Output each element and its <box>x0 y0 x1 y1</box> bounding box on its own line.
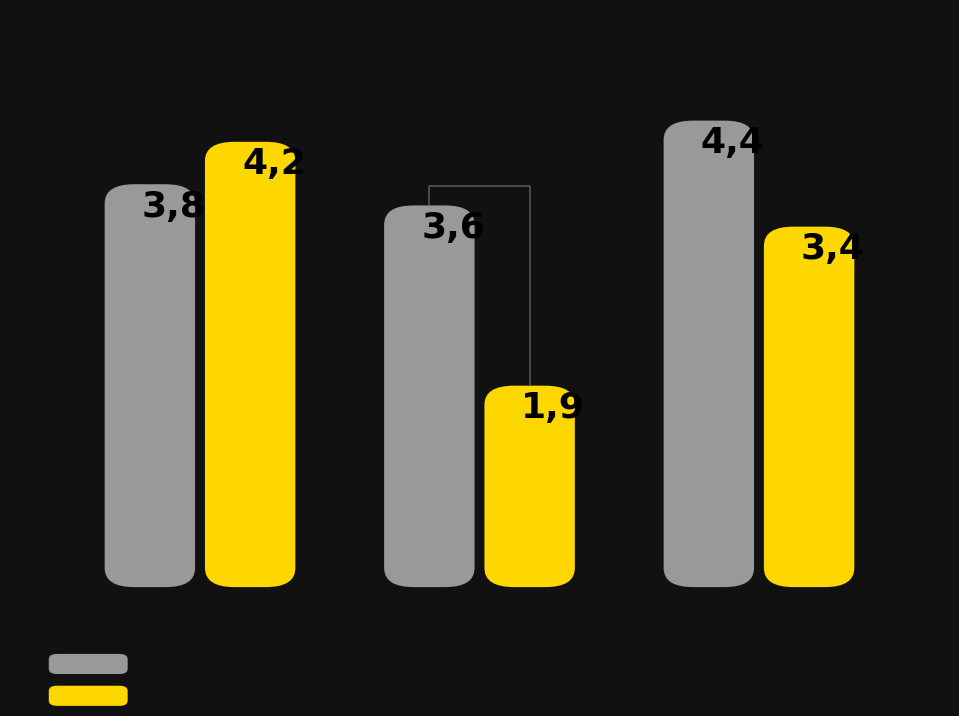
Text: 3,6: 3,6 <box>421 211 485 245</box>
FancyBboxPatch shape <box>484 386 574 587</box>
FancyBboxPatch shape <box>385 205 475 587</box>
FancyBboxPatch shape <box>764 227 854 587</box>
FancyBboxPatch shape <box>205 142 295 587</box>
FancyBboxPatch shape <box>664 120 754 587</box>
Text: 4,2: 4,2 <box>242 147 306 181</box>
Text: 1,9: 1,9 <box>522 391 585 425</box>
Text: 4,4: 4,4 <box>701 126 764 160</box>
FancyBboxPatch shape <box>105 184 195 587</box>
Text: 3,4: 3,4 <box>801 232 865 266</box>
FancyBboxPatch shape <box>49 686 128 706</box>
Text: 3,8: 3,8 <box>142 190 205 223</box>
FancyBboxPatch shape <box>49 654 128 674</box>
